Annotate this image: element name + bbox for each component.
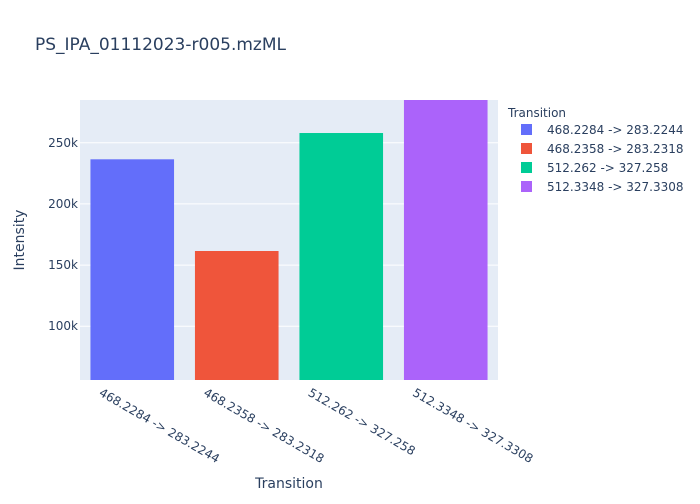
legend-label: 468.2284 -> 283.2244	[547, 123, 684, 137]
y-tick-label: 100k	[48, 319, 78, 333]
bars	[90, 100, 488, 380]
legend-item[interactable]: 468.2284 -> 283.2244	[521, 123, 684, 137]
legend-items[interactable]: 468.2284 -> 283.2244 468.2358 -> 283.2318…	[521, 123, 684, 194]
y-tick-label: 150k	[48, 258, 78, 272]
legend-item[interactable]: 468.2358 -> 283.2318	[521, 142, 684, 156]
legend-label: 512.262 -> 327.258	[547, 161, 668, 175]
x-axis-title: Transition	[254, 476, 323, 492]
y-tick-label: 250k	[48, 136, 78, 150]
legend-label: 468.2358 -> 283.2318	[547, 142, 684, 156]
bar[interactable]	[299, 133, 384, 380]
chart-title: PS_IPA_01112023-r005.mzML	[35, 35, 287, 55]
y-tick-label: 200k	[48, 197, 78, 211]
bar[interactable]	[403, 100, 488, 380]
bar[interactable]	[194, 251, 279, 380]
legend-swatch	[521, 162, 532, 173]
legend-label: 512.3348 -> 327.3308	[547, 180, 684, 194]
bar[interactable]	[90, 159, 175, 380]
legend-swatch	[521, 124, 532, 135]
legend-swatch	[521, 181, 532, 192]
legend-item[interactable]: 512.262 -> 327.258	[521, 161, 668, 175]
legend-title: Transition	[507, 106, 566, 120]
y-axis-title: Intensity	[12, 210, 28, 271]
y-axis-ticks: 100k 150k 200k 250k	[48, 136, 78, 333]
x-tick-label: 512.3348 -> 327.3308	[410, 385, 535, 465]
legend-swatch	[521, 143, 532, 154]
legend-item[interactable]: 512.3348 -> 327.3308	[521, 180, 684, 194]
legend[interactable]: Transition 468.2284 -> 283.2244 468.2358 …	[507, 106, 684, 194]
x-tick-label: 512.262 -> 327.258	[306, 385, 418, 458]
